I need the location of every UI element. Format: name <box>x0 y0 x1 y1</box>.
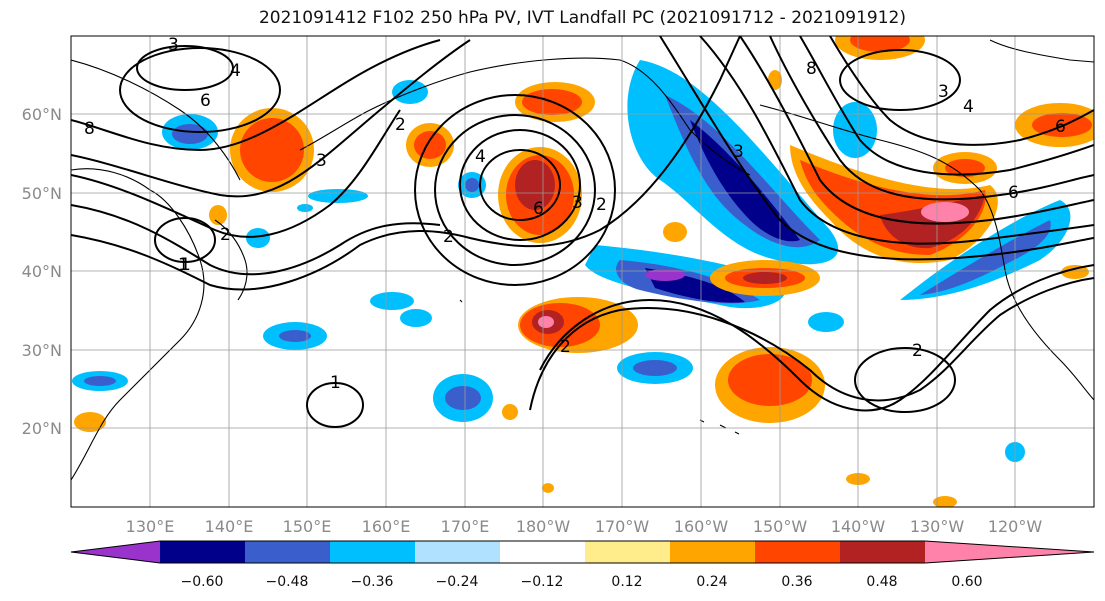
contour-label: 2 <box>912 341 923 361</box>
contour-label: 3 <box>572 193 583 213</box>
contour-label: 3 <box>733 142 744 162</box>
colorbar-seg <box>160 541 245 563</box>
plot-content: 3 4 6 8 3 1 2 2 4 6 3 2 3 3 4 6 8 6 2 1 … <box>71 35 1094 507</box>
contour-label: 3 <box>316 151 327 171</box>
colorbar-tick-label: −0.48 <box>266 574 309 590</box>
contour-label: 8 <box>84 119 95 139</box>
colorbar-tick-label: −0.12 <box>521 574 564 590</box>
lat-label: 60°N <box>22 105 62 124</box>
contour-labels: 3 4 6 8 3 1 2 2 4 6 3 2 3 3 4 6 8 6 2 1 … <box>84 35 1066 393</box>
lon-label: 140°W <box>831 517 886 536</box>
colorbar-tick-label: 0.36 <box>781 574 812 590</box>
lat-label: 40°N <box>22 262 62 281</box>
colorbar <box>70 540 1095 564</box>
contour-label: 2 <box>560 337 571 357</box>
colorbar-seg <box>585 541 670 563</box>
lat-labels: 20°N 30°N 40°N 50°N 60°N <box>22 105 62 438</box>
lon-label: 150°E <box>283 517 332 536</box>
contour-label: 4 <box>230 61 241 81</box>
contour-label: 1 <box>180 255 191 275</box>
plot-frame <box>70 35 1095 508</box>
colorbar-seg <box>840 541 925 563</box>
contour-label: 4 <box>475 147 486 167</box>
lon-labels: 130°E 140°E 150°E 160°E 170°E 180°W 170°… <box>126 517 1043 536</box>
lon-label: 170°W <box>595 517 650 536</box>
contour-label: 1 <box>330 373 341 393</box>
lon-label: 180°W <box>516 517 571 536</box>
lon-label: 160°E <box>362 517 411 536</box>
colorbar-seg <box>415 541 500 563</box>
colorbar-tick-label: −0.36 <box>351 574 394 590</box>
lon-label: 130°W <box>910 517 965 536</box>
lat-label: 50°N <box>22 184 62 203</box>
colorbar-tick-label: 0.60 <box>951 574 982 590</box>
contour-label: 2 <box>395 115 406 135</box>
contour-label: 6 <box>200 91 211 111</box>
colorbar-tick-label: 0.48 <box>866 574 897 590</box>
contour-label: 6 <box>1008 183 1019 203</box>
lon-label: 130°E <box>126 517 175 536</box>
lon-label: 120°W <box>988 517 1043 536</box>
contour-label: 2 <box>443 227 454 247</box>
colorbar-seg <box>670 541 755 563</box>
colorbar-outline <box>70 540 1095 564</box>
colorbar-tick-label: 0.12 <box>611 574 642 590</box>
colorbar-tick-label: 0.24 <box>696 574 727 590</box>
contour-label: 2 <box>596 195 607 215</box>
lat-label: 20°N <box>22 419 62 438</box>
contour-label: 6 <box>533 199 544 219</box>
colorbar-seg <box>755 541 840 563</box>
colorbar-seg <box>245 541 330 563</box>
map-title: 2021091412 F102 250 hPa PV, IVT Landfall… <box>258 8 906 28</box>
colorbar-tick-label: −0.60 <box>181 574 224 590</box>
contour-label: 6 <box>1055 117 1066 137</box>
coastlines <box>71 39 1094 481</box>
contour-label: 3 <box>168 35 179 55</box>
lon-label: 170°E <box>441 517 490 536</box>
lat-label: 30°N <box>22 341 62 360</box>
colorbar-ticks: −0.60 −0.48 −0.36 −0.24 −0.12 0.12 0.24 … <box>181 574 983 590</box>
contour-label: 4 <box>963 97 974 117</box>
lon-label: 150°W <box>753 517 808 536</box>
colorbar-tick-label: −0.24 <box>436 574 479 590</box>
contour-label: 8 <box>806 59 817 79</box>
contour-label: 3 <box>938 82 949 102</box>
lon-label: 140°E <box>205 517 254 536</box>
colorbar-seg <box>925 541 1094 563</box>
contour-label: 1 <box>178 255 189 275</box>
pv-contours <box>71 36 1094 428</box>
shading-layer <box>72 36 1094 507</box>
contour-label: 2 <box>220 225 231 245</box>
colorbar-seg <box>71 541 160 563</box>
lon-label: 160°W <box>674 517 729 536</box>
colorbar-seg <box>330 541 415 563</box>
colorbar-seg <box>500 541 585 563</box>
